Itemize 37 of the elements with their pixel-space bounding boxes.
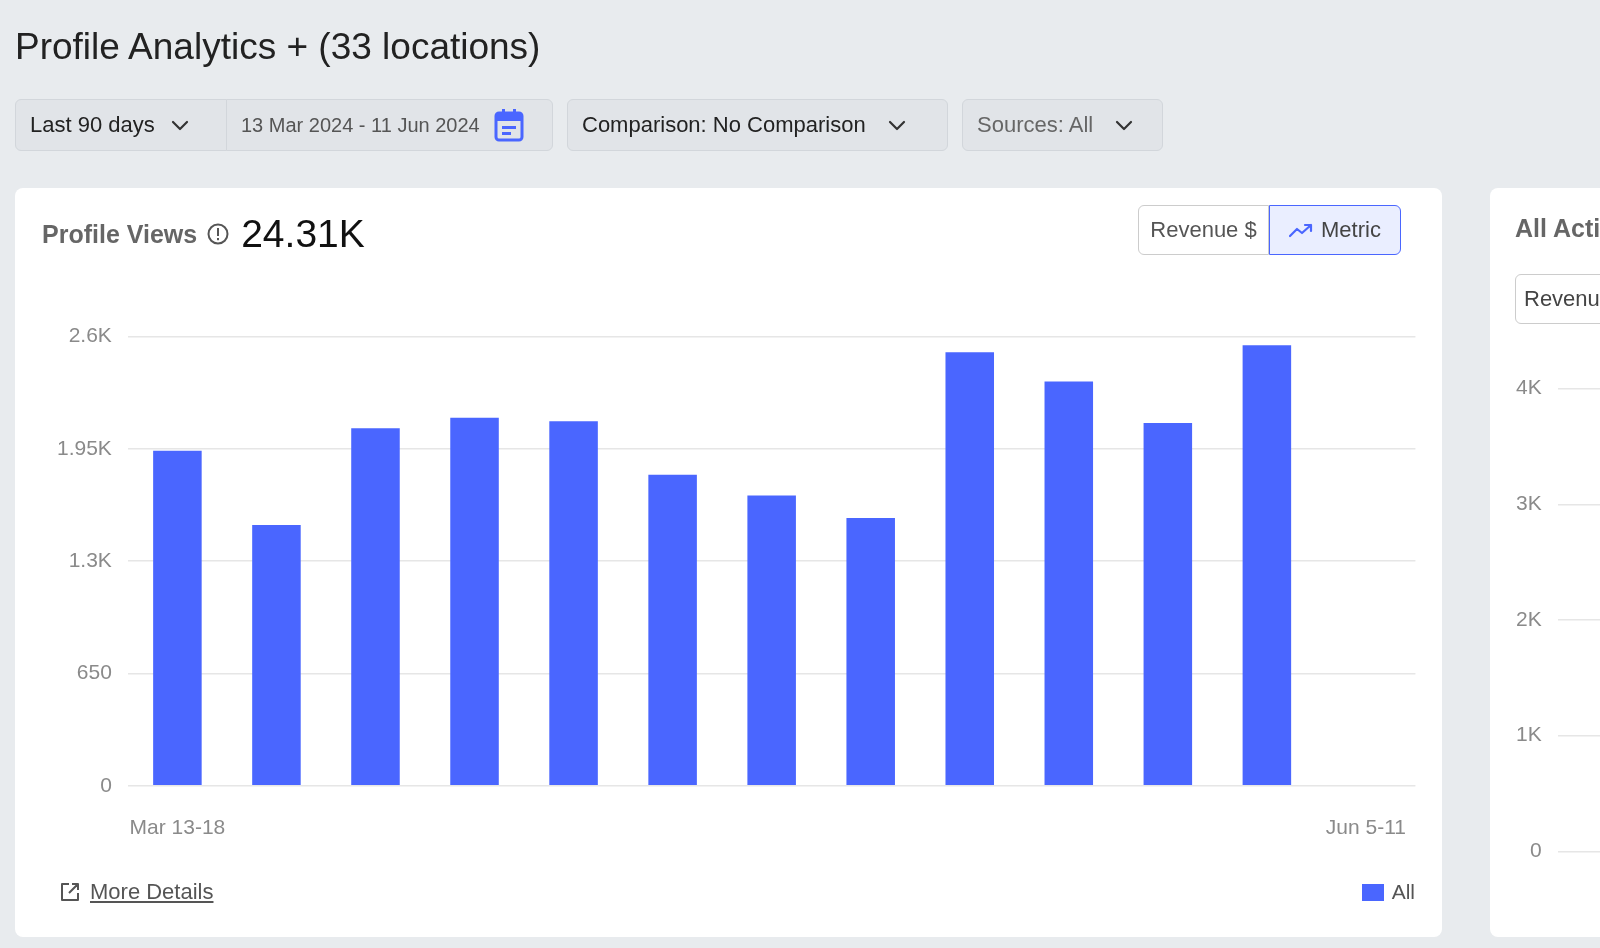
chart-title: Profile Views xyxy=(42,219,198,249)
y-tick-label: 0 xyxy=(100,772,112,796)
text: More Details xyxy=(90,879,214,905)
text: Revenu xyxy=(1515,274,1600,324)
y-tick-label: 2.6K xyxy=(68,323,112,347)
y-tick-label: 1.95K xyxy=(56,435,112,459)
y-tick-label: 1K xyxy=(1516,722,1542,746)
text: 13 Mar 2024 - 11 Jun 2024 xyxy=(241,113,480,137)
bar xyxy=(1143,422,1193,786)
x-tick-label: Mar 13-18 xyxy=(129,815,226,839)
source-note: Sources: All xyxy=(977,112,1094,138)
chart-title: All Acti xyxy=(1515,214,1600,243)
y-tick-label: 3K xyxy=(1516,491,1542,515)
bar xyxy=(450,417,499,786)
text: Revenue $ xyxy=(1138,205,1269,255)
bar xyxy=(747,495,796,786)
x-tick-label: Jun 5-11 xyxy=(1325,815,1406,839)
text: Comparison: No Comparison xyxy=(582,112,866,138)
bar xyxy=(846,518,895,786)
bar xyxy=(252,524,301,786)
legend-label: All xyxy=(1391,880,1415,904)
bar xyxy=(153,450,202,786)
bar xyxy=(1044,381,1094,786)
y-tick-label: 1.3K xyxy=(68,548,112,571)
y-tick-label: 0 xyxy=(1530,838,1542,862)
text: Profile Analytics + (33 locations) xyxy=(15,26,541,68)
bar xyxy=(945,352,995,786)
y-tick-label: 4K xyxy=(1516,375,1542,399)
y-tick-label: 650 xyxy=(76,660,112,684)
chart-subtitle: 24.31K xyxy=(241,212,365,256)
bar xyxy=(648,474,697,786)
bar xyxy=(549,421,598,786)
bar xyxy=(1242,345,1292,786)
y-tick-label: 2K xyxy=(1516,606,1542,630)
bar xyxy=(351,428,400,786)
text: Metric xyxy=(1269,205,1401,255)
text: Last 90 days xyxy=(30,112,155,138)
